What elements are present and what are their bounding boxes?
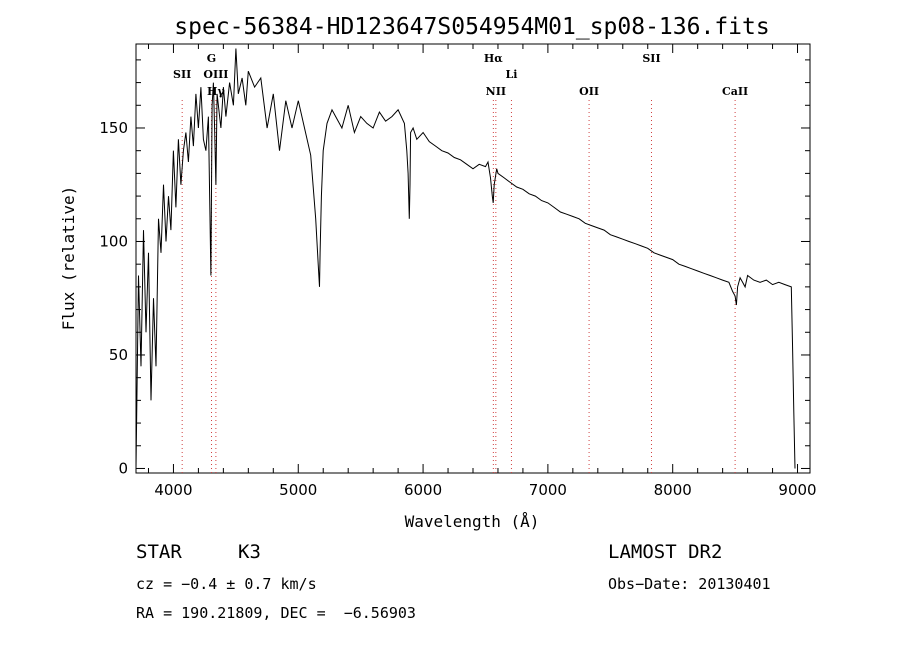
line-label: Hγ [207, 85, 225, 98]
x-tick-label: 9000 [778, 481, 816, 499]
x-axis-label: Wavelength (Å) [405, 512, 540, 531]
line-label: Hα [484, 52, 503, 65]
y-tick-label: 50 [109, 346, 128, 364]
line-label: SII [642, 52, 660, 65]
survey-name: LAMOST DR2 [608, 541, 723, 563]
y-tick-label: 150 [99, 119, 128, 137]
y-tick-label: 100 [99, 232, 128, 250]
x-tick-label: 6000 [404, 481, 442, 499]
axis-tick-labels: 4000 5000 6000 7000 8000 9000 0 50 100 150 [99, 119, 816, 499]
object-type: STAR [136, 541, 182, 563]
axis-ticks [136, 44, 810, 473]
redshift-velocity: cz = −0.4 ± 0.7 km/s [136, 575, 317, 593]
line-label: Li [505, 68, 517, 81]
spectrum-line [135, 48, 796, 469]
y-tick-label: 0 [118, 459, 128, 477]
line-label: CaII [722, 85, 748, 98]
x-tick-label: 5000 [279, 481, 317, 499]
coordinates: RA = 190.21809, DEC = −6.56903 [136, 604, 416, 622]
line-label: NII [486, 85, 506, 98]
spectral-class: K3 [238, 541, 261, 563]
x-tick-label: 8000 [654, 481, 692, 499]
line-label: G [207, 52, 216, 65]
line-label: SII [173, 68, 191, 81]
spectral-line-markers [181, 100, 736, 473]
chart-title: spec-56384-HD123647S054954M01_sp08-136.f… [174, 14, 769, 40]
observation-date: Obs−Date: 20130401 [608, 575, 771, 593]
y-axis-label: Flux (relative) [59, 186, 78, 331]
line-label: OIII [203, 68, 228, 81]
line-label: OII [579, 85, 599, 98]
x-tick-label: 4000 [154, 481, 192, 499]
plot-frame [135, 43, 811, 474]
x-tick-label: 7000 [529, 481, 567, 499]
